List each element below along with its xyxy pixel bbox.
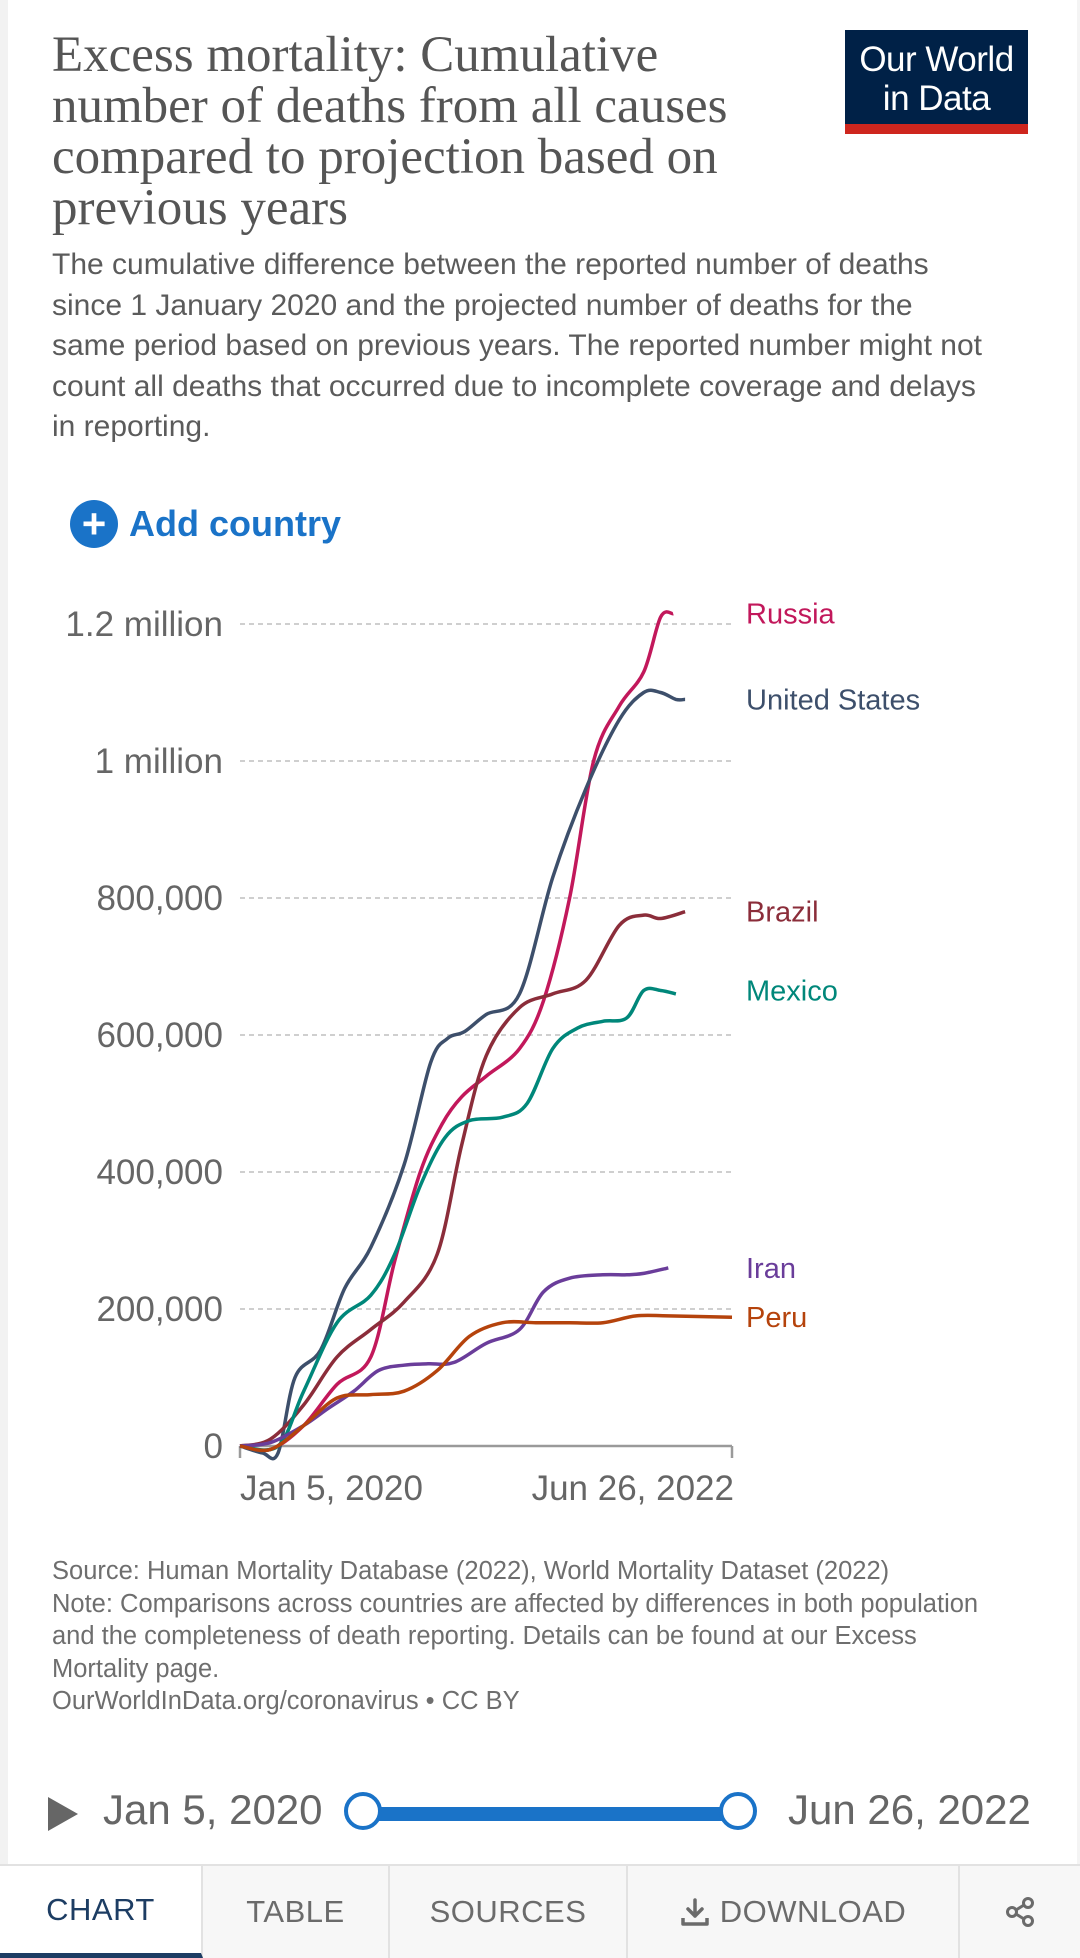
y-tick-label: 200,000 [96,1290,223,1329]
series-label-united-states: United States [746,684,920,716]
timeline-track[interactable] [366,1807,742,1821]
series-lines [239,610,733,1461]
x-axis: Jan 5, 2020 Jun 26, 2022 [238,1444,734,1508]
logo-red-bar [845,124,1028,134]
logo-line-1: Our World [859,40,1014,79]
credit-text[interactable]: OurWorldInData.org/coronavirus • CC BY [52,1687,520,1715]
tab-sources[interactable]: SOURCES [390,1866,628,1958]
download-icon [680,1898,709,1926]
y-tick-label: 400,000 [96,1153,223,1192]
series-label-brazil: Brazil [746,897,819,929]
share-button[interactable] [960,1866,1080,1958]
tab-chart[interactable]: CHART [0,1866,203,1958]
share-icon [1006,1897,1034,1927]
line-chart: 0 200,000 400,000 600,000 800,000 1 million 1.… [65,599,920,1508]
gridlines [240,623,732,1310]
series-line-brazil [239,910,686,1448]
series-line-mexico [239,986,677,1452]
chart-notes: Source: Human Mortality Database (2022),… [52,1555,1012,1718]
logo-line-2: in Data [882,79,991,118]
timeline-start-label: Jan 5, 2020 [103,1786,323,1833]
tab-table-label: TABLE [246,1894,345,1929]
y-tick-label: 0 [204,1427,223,1466]
x-tick-label: Jan 5, 2020 [240,1469,423,1508]
series-line-united-states [239,688,686,1461]
bottom-tab-bar: CHART TABLE SOURCES DOWNLOAD [0,1864,1080,1958]
series-line-iran [239,1266,669,1448]
add-country-button[interactable]: + Add country [70,500,341,548]
y-tick-label: 1 million [95,742,223,781]
note-text[interactable]: Note: Comparisons across countries are a… [52,1589,979,1683]
chart-subtitle: The cumulative difference between the re… [52,248,982,443]
series-label-russia: Russia [746,599,836,631]
left-frame-edge [0,0,8,1958]
plus-circle-icon: + [70,500,118,548]
y-tick-label: 800,000 [96,879,223,918]
play-icon[interactable] [48,1797,78,1831]
timeline-slider: Jan 5, 2020 Jun 26, 2022 [48,1783,1038,1843]
owid-logo[interactable]: Our World in Data [845,30,1028,134]
timeline-end-handle[interactable] [719,1792,757,1830]
right-frame-edge [1077,0,1080,1958]
tab-sources-label: SOURCES [429,1894,587,1929]
add-country-label: Add country [129,503,341,544]
series-line-peru [239,1313,733,1453]
timeline-start-handle[interactable] [344,1792,382,1830]
tab-download-label: DOWNLOAD [719,1894,907,1929]
y-tick-label: 600,000 [96,1016,223,1055]
tab-download[interactable]: DOWNLOAD [628,1866,960,1958]
series-label-iran: Iran [746,1253,796,1285]
timeline-end-label: Jun 26, 2022 [788,1786,1031,1833]
chart-title: Excess mortality: Cumulative number of d… [52,27,728,236]
series-label-peru: Peru [746,1302,807,1334]
tab-chart-label: CHART [46,1891,155,1927]
x-tick-label: Jun 26, 2022 [532,1469,734,1508]
y-tick-label: 1.2 million [65,605,223,644]
tab-table[interactable]: TABLE [203,1866,390,1958]
series-labels: Russia United States Brazil Mexico Iran Peru [746,599,920,1334]
source-text: Source: Human Mortality Database (2022),… [52,1557,890,1585]
series-label-mexico: Mexico [746,975,838,1007]
y-axis-ticks: 0 200,000 400,000 600,000 800,000 1 million 1.… [65,605,223,1466]
